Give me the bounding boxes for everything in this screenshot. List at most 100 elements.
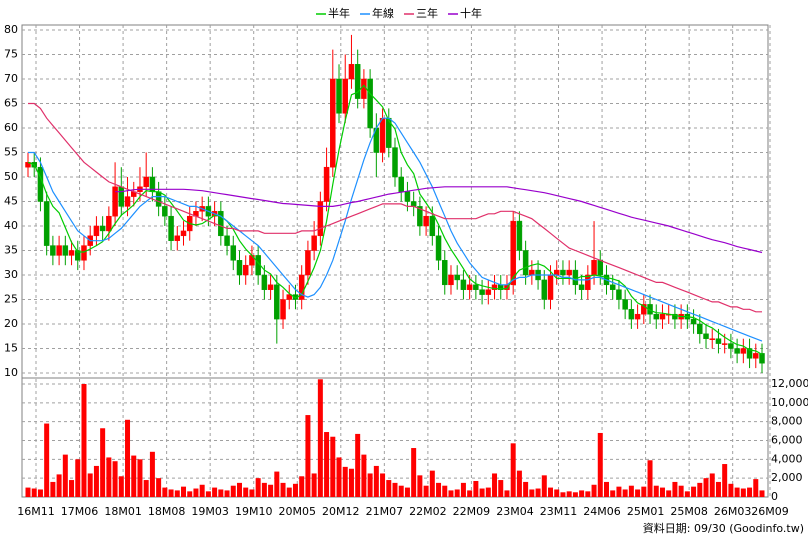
- volume-bar: [93, 465, 99, 497]
- y-tick-label: 30: [4, 268, 18, 281]
- x-tick-label: 22M09: [453, 505, 491, 518]
- volume-bar: [585, 491, 591, 497]
- candle-body: [354, 64, 361, 99]
- y2-tick-label: 4,000: [771, 452, 803, 465]
- volume-bar: [193, 488, 199, 497]
- volume-bar: [181, 486, 187, 497]
- volume-bar: [647, 460, 653, 497]
- volume-bar: [436, 482, 442, 497]
- candle-body: [298, 274, 305, 300]
- candle-body: [485, 289, 492, 295]
- volume-bar: [709, 473, 715, 497]
- candle-body: [734, 348, 740, 354]
- volume-bar: [25, 487, 31, 497]
- y2-tick-label: 2,000: [771, 471, 803, 484]
- candle-body: [572, 269, 579, 286]
- volume-bar: [740, 488, 746, 497]
- candle-body: [348, 64, 355, 80]
- volume-bar: [355, 433, 361, 497]
- volume-bar: [330, 436, 336, 497]
- candle-body: [541, 279, 548, 300]
- x-tick-label: 23M04: [496, 505, 534, 518]
- volume-bar: [691, 486, 697, 497]
- y-tick-label: 45: [4, 195, 18, 208]
- x-tick-label: 18M08: [148, 505, 186, 518]
- volume-bar: [697, 482, 703, 497]
- volume-bar: [554, 489, 560, 497]
- candle-body: [628, 309, 635, 320]
- volume-bar: [230, 485, 236, 497]
- candle-body: [379, 117, 386, 153]
- legend-label: 年線: [372, 6, 394, 20]
- volume-bar: [261, 482, 267, 497]
- volume-bar: [106, 457, 112, 497]
- volume-bar: [236, 482, 242, 497]
- ma-line: [28, 102, 762, 313]
- candle-body: [398, 176, 404, 192]
- volume-bar: [112, 461, 118, 497]
- x-tick-label: 26M03: [714, 505, 752, 518]
- volume-bar: [224, 490, 230, 497]
- volume-bar: [404, 487, 410, 497]
- y-tick-label: 80: [4, 23, 18, 36]
- candle-body: [709, 338, 715, 340]
- legend-label: 三年: [416, 6, 438, 20]
- volume-bar: [628, 485, 634, 497]
- volume-bar: [548, 487, 554, 497]
- candle-body: [560, 269, 566, 276]
- candle-body: [99, 225, 106, 232]
- candle-body: [317, 201, 324, 237]
- y2-tick-label: 6,000: [771, 434, 803, 447]
- candle-body: [43, 201, 50, 246]
- volume-bar: [454, 489, 460, 497]
- volume-bar: [610, 490, 616, 497]
- volume-bar: [622, 489, 628, 497]
- candle-body: [585, 274, 591, 290]
- x-tick-label: 23M11: [540, 505, 578, 518]
- volume-bar: [672, 481, 678, 497]
- volume-bar: [523, 481, 529, 497]
- volume-bar: [398, 485, 404, 497]
- volume-bar: [50, 481, 56, 497]
- volume-bar: [292, 483, 298, 497]
- y-tick-label: 75: [4, 48, 18, 61]
- volume-bar: [448, 490, 454, 497]
- candle-body: [417, 206, 423, 227]
- volume-bar: [734, 487, 740, 497]
- y-tick-label: 25: [4, 293, 18, 306]
- volume-bar: [199, 484, 205, 497]
- volume-bar: [653, 485, 659, 497]
- volume-bar: [255, 478, 261, 497]
- candle-body: [242, 264, 249, 276]
- volume-bar: [162, 487, 168, 497]
- x-tick-label: 19M10: [235, 505, 273, 518]
- volume-bar: [715, 481, 721, 497]
- x-tick-label: 24M06: [583, 505, 621, 518]
- candle-body: [672, 313, 678, 320]
- candle-body: [460, 279, 467, 290]
- volume-bar: [566, 491, 572, 497]
- volume-bar: [187, 491, 193, 497]
- volume-bar: [342, 466, 348, 497]
- volume-bar: [498, 480, 504, 497]
- candle-body: [641, 304, 647, 315]
- candle-body: [566, 269, 572, 276]
- candle-body: [112, 186, 118, 217]
- volume-bar: [137, 459, 143, 497]
- volume-bar: [75, 459, 81, 497]
- volume-bar: [62, 454, 68, 497]
- volume-bar: [69, 480, 75, 497]
- candle-body: [342, 78, 348, 114]
- volume-bar: [460, 482, 466, 497]
- candle-body: [305, 250, 311, 276]
- volume-bar: [728, 483, 734, 497]
- y-tick-label: 60: [4, 121, 18, 134]
- candle-body: [367, 78, 373, 129]
- candle-body: [435, 235, 442, 261]
- volume-bar: [529, 489, 535, 497]
- candle-body: [155, 191, 162, 207]
- candle-body: [690, 318, 697, 325]
- volume-bar: [274, 471, 280, 497]
